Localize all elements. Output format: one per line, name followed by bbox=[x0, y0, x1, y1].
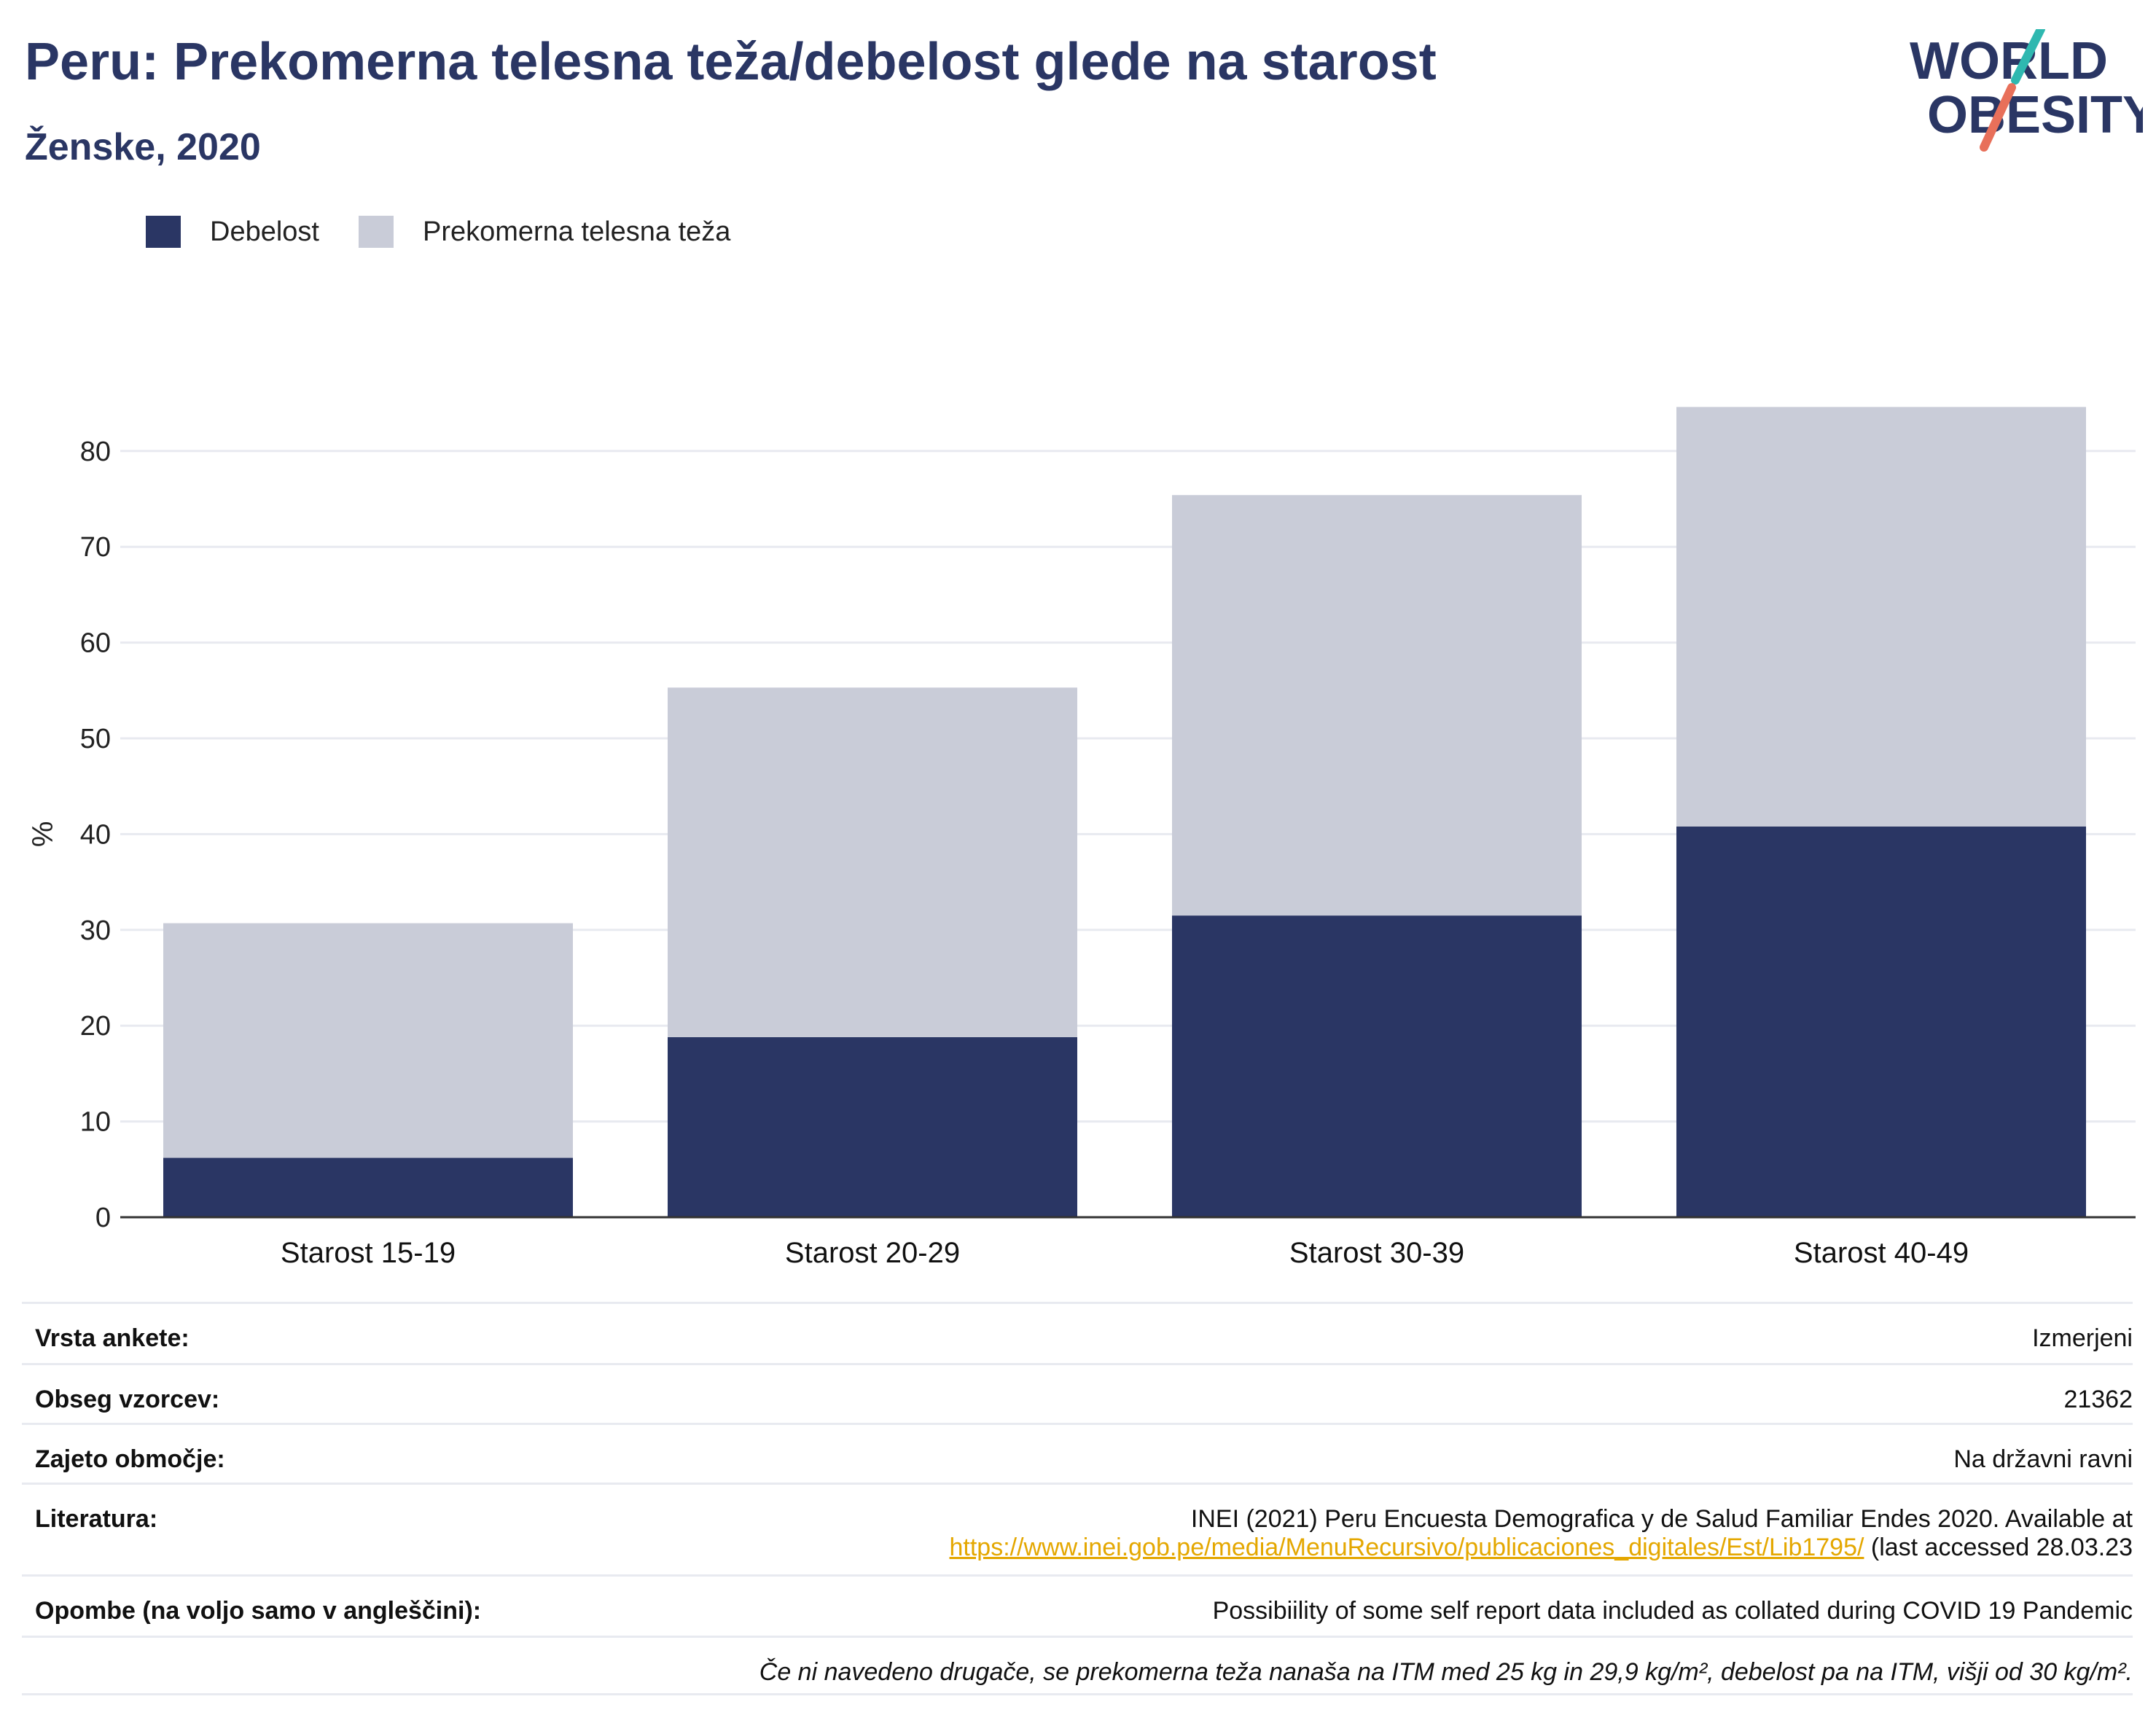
area-value: Na državni ravni bbox=[1953, 1445, 2133, 1473]
y-axis-label: % bbox=[27, 821, 59, 848]
literature-value: INEI (2021) Peru Encuesta Demografica y … bbox=[949, 1505, 2133, 1562]
footnote: Če ni navedeno drugače, se prekomerna te… bbox=[759, 1658, 2133, 1686]
legend-label-obesity: Debelost bbox=[210, 216, 319, 247]
info-row-survey-type: Vrsta ankete: Izmerjeni bbox=[22, 1302, 2133, 1363]
x-tick-label: Starost 30-39 bbox=[1289, 1237, 1464, 1268]
x-tick-label: Starost 20-29 bbox=[785, 1237, 960, 1268]
page-subtitle: Ženske, 2020 bbox=[25, 126, 261, 168]
y-tick-label: 60 bbox=[80, 628, 111, 659]
legend-swatch-overweight bbox=[358, 216, 394, 248]
logo-line2: OBESITY bbox=[1927, 86, 2143, 144]
y-tick-label: 40 bbox=[80, 819, 111, 850]
x-tick-label: Starost 40-49 bbox=[1794, 1237, 1969, 1268]
y-tick-label: 50 bbox=[80, 724, 111, 754]
bar-overweight-2 bbox=[1172, 495, 1582, 916]
bar-overweight-3 bbox=[1676, 407, 2086, 827]
x-tick-label: Starost 15-19 bbox=[281, 1237, 456, 1268]
bar-overweight-0 bbox=[163, 923, 573, 1158]
bar-obesity-1 bbox=[668, 1036, 1077, 1217]
legend-item-overweight[interactable]: Prekomerna telesna teža bbox=[358, 216, 731, 248]
survey-type-value: Izmerjeni bbox=[2032, 1324, 2133, 1352]
y-tick-label: 20 bbox=[80, 1011, 111, 1042]
legend-swatch-obesity bbox=[146, 216, 181, 248]
bar-obesity-3 bbox=[1676, 826, 2086, 1217]
info-row-sample-size: Obseg vzorcev: 21362 bbox=[22, 1363, 2133, 1423]
y-tick-label: 80 bbox=[80, 437, 111, 467]
bar-chart: 0 10 20 30 40 50 60 70 80% Starost 15-19 Starost 2… bbox=[27, 407, 2136, 1268]
literature-text: INEI (2021) Peru Encuesta Demografica y … bbox=[1190, 1505, 2133, 1533]
y-tick-label: 30 bbox=[80, 915, 111, 946]
logo-coral-slash bbox=[1980, 83, 2016, 152]
survey-type-label: Vrsta ankete: bbox=[35, 1324, 190, 1352]
y-tick-label: 0 bbox=[95, 1203, 111, 1233]
page-title: Peru: Prekomerna telesna teža/debelost g… bbox=[25, 33, 1437, 91]
notes-label: Opombe (na voljo samo v angleščini): bbox=[35, 1597, 482, 1625]
info-row-footnote: Če ni navedeno drugače, se prekomerna te… bbox=[22, 1636, 2133, 1695]
sample-size-label: Obseg vzorcev: bbox=[35, 1386, 220, 1413]
notes-value: Possibiility of some self report data in… bbox=[1212, 1597, 2133, 1625]
logo-teal-slash bbox=[2011, 29, 2045, 85]
world-obesity-logo: WORLD OBESITY bbox=[1910, 29, 2143, 152]
bar-obesity-2 bbox=[1172, 915, 1582, 1217]
info-row-area: Zajeto območje: Na državni ravni bbox=[22, 1423, 2133, 1483]
literature-suffix: (last accessed 28.03.23 bbox=[1864, 1534, 2133, 1561]
info-row-literature: Literatura: INEI (2021) Peru Encuesta De… bbox=[22, 1483, 2133, 1574]
y-tick-label: 10 bbox=[80, 1107, 111, 1138]
info-table: Vrsta ankete: Izmerjeni Obseg vzorcev: 2… bbox=[22, 1302, 2133, 1695]
y-tick-label: 70 bbox=[80, 532, 111, 563]
bar-overweight-1 bbox=[668, 687, 1077, 1037]
chart-legend: Debelost Prekomerna telesna teža bbox=[146, 216, 770, 248]
legend-item-obesity[interactable]: Debelost bbox=[146, 216, 319, 248]
sample-size-value: 21362 bbox=[2063, 1386, 2133, 1413]
info-row-notes: Opombe (na voljo samo v angleščini): Pos… bbox=[22, 1574, 2133, 1636]
area-label: Zajeto območje: bbox=[35, 1445, 225, 1473]
legend-label-overweight: Prekomerna telesna teža bbox=[422, 216, 731, 247]
bar-obesity-0 bbox=[163, 1157, 573, 1217]
literature-link[interactable]: https://www.inei.gob.pe/media/MenuRecurs… bbox=[949, 1534, 1864, 1561]
logo-line1: WORLD bbox=[1910, 32, 2108, 90]
literature-label: Literatura: bbox=[35, 1505, 158, 1533]
